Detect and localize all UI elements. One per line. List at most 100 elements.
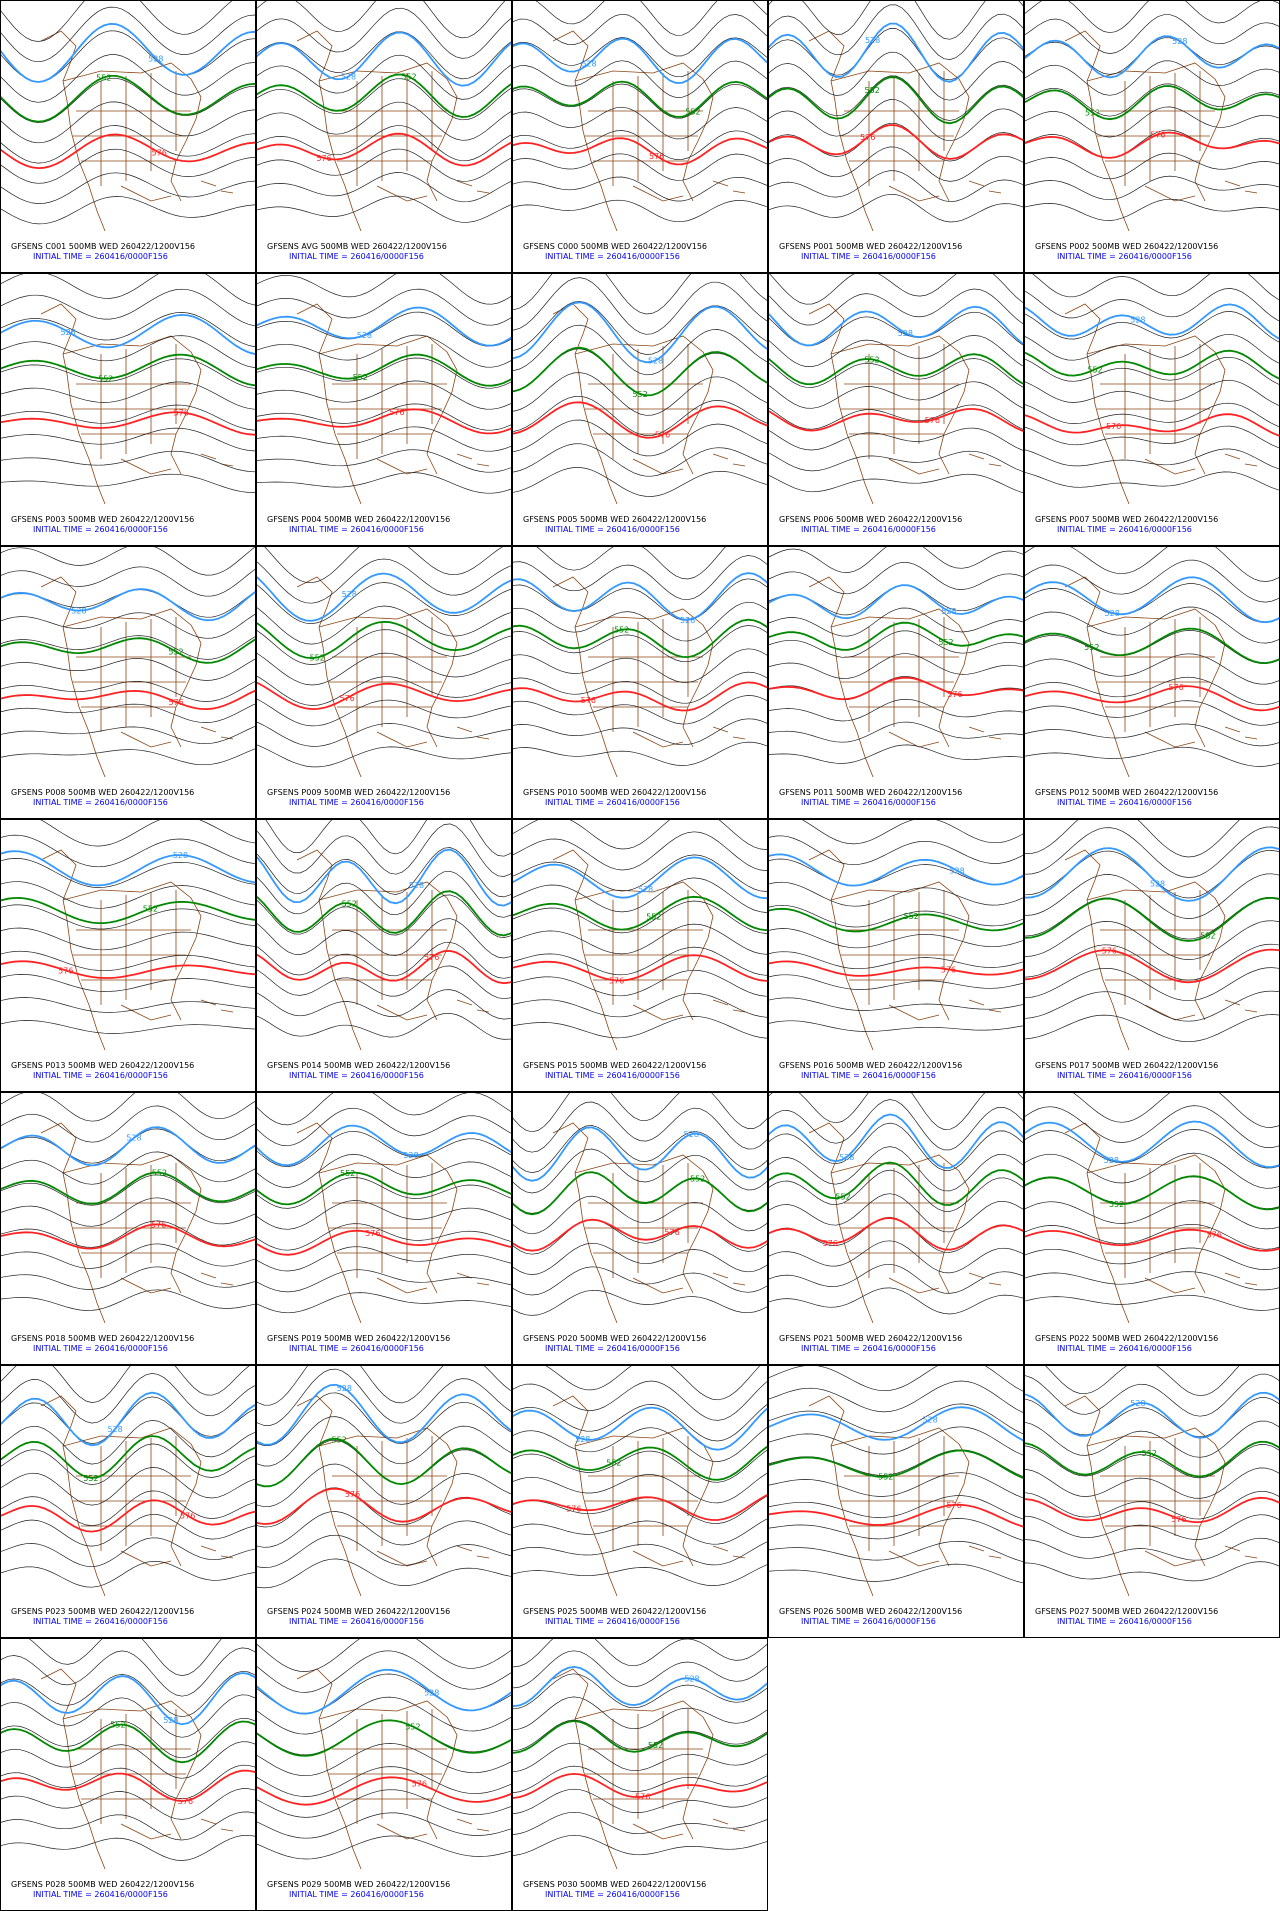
height-contour [257,918,511,959]
map: 528 552 576 GFSENS P002 500MB WED 260422/12… [1025,1,1279,272]
height-contour [1025,1200,1279,1230]
map: 528 552 576 GFSENS P022 500MB WED 260422/12… [1025,1093,1279,1364]
height-contour [1,1670,255,1718]
contour-label: 576 [1102,946,1117,955]
ensemble-panel: 528 552 576 GFSENS P003 500MB WED 260422/12… [0,273,256,546]
contour-label: 552 [646,912,661,921]
map: 528 552 576 GFSENS P014 500MB WED 260422/12… [257,820,511,1091]
key-contour [513,1665,767,1708]
height-contour [257,894,511,938]
map-area: 528 552 576 [257,820,511,1051]
height-contour [1025,471,1279,491]
height-contour [257,1,506,39]
key-contour [769,76,1023,125]
height-contour [1025,826,1279,878]
height-contour [513,625,767,663]
map: 528 552 576 GFSENS P026 500MB WED 260422/12… [769,1366,1023,1637]
land-outline [296,30,490,232]
height-contour [1025,547,1279,582]
height-contour [1025,356,1279,385]
height-contour [513,419,767,457]
contour-label: 528 [173,851,188,860]
panel-title: GFSENS P026 500MB WED 260422/1200V156 [779,1607,962,1616]
land-outline [296,576,490,778]
height-contour [257,1269,511,1293]
map-mask [769,1598,1023,1637]
key-contour [513,1218,767,1252]
height-contour [1025,311,1279,343]
height-contour [513,1195,767,1235]
contour-label: 552 [865,86,880,95]
panel-title: GFSENS P022 500MB WED 260422/1200V156 [1035,1334,1218,1343]
contour-label: 552 [648,1741,663,1750]
height-contour [1025,653,1279,685]
height-contour [513,1834,767,1856]
height-contour [769,1122,1023,1171]
key-contour [1025,1496,1279,1523]
map: 528 552 576 GFSENS P030 500MB WED 260422/12… [513,1639,767,1910]
contour-label: 552 [96,73,111,82]
map: 528 552 576 GFSENS P021 500MB WED 260422/12… [769,1093,1023,1364]
height-contour [257,675,511,706]
key-contour [1,960,255,979]
panel-init-time: INITIAL TIME = 260416/0000F156 [33,1617,168,1626]
height-contour [513,1639,767,1668]
height-contour [769,1403,1023,1435]
map-area: 528 552 576 [1,274,255,505]
panel-title: GFSENS P003 500MB WED 260422/1200V156 [11,515,194,524]
height-contour [513,923,767,955]
contour-label: 576 [946,1501,961,1510]
key-contour [769,1503,1023,1528]
height-contour [1,904,255,930]
height-contour [769,744,1023,764]
height-contour [1,547,255,576]
ensemble-panel: 528 552 576 GFSENS P001 500MB WED 260422/12… [768,0,1024,273]
height-contour [257,125,511,162]
key-contour [1025,85,1279,121]
height-contour [1,927,255,951]
contour-label: 552 [606,1458,621,1467]
land-outline [808,576,1002,778]
key-contour [1025,896,1279,942]
map-area: 528 552 576 [1,547,255,778]
ensemble-panel: 528 552 576 GFSENS P005 500MB WED 260422/12… [512,273,768,546]
height-contour [1,125,255,164]
height-contour [1,1174,255,1206]
height-contour [769,170,1023,203]
height-contour [513,601,767,642]
panel-title: GFSENS C001 500MB WED 260422/1200V156 [11,242,195,251]
contour-label: 576 [316,154,331,163]
panel-title: GFSENS C000 500MB WED 260422/1200V156 [523,242,707,251]
height-contour [1,1513,255,1547]
key-contour [257,1668,511,1715]
height-contour [769,99,1023,142]
key-contour [257,620,511,660]
contour-label: 552 [310,654,325,663]
ensemble-panel: 528 552 576 GFSENS P026 500MB WED 260422/12… [768,1365,1024,1638]
land-outline [808,30,1002,232]
map-area: 528 552 576 [257,1093,511,1324]
height-contour [1,1151,255,1185]
key-contour [513,37,767,84]
height-contour [257,1534,511,1568]
height-contour [265,820,511,857]
height-contour [1025,746,1279,767]
height-contour [1025,1444,1279,1479]
key-contour [769,22,1023,83]
height-contour [1,1490,255,1526]
height-contour [1,427,255,452]
height-contour [513,578,767,621]
height-contour [257,1673,511,1714]
height-contour [1025,402,1279,427]
map-area: 528 552 576 [513,1639,767,1870]
height-contour [257,311,511,347]
height-contour [769,547,1023,573]
key-contour [769,124,1023,160]
panel-init-time: INITIAL TIME = 260416/0000F156 [289,252,424,261]
key-contour [513,80,767,118]
map-mask [769,1325,1023,1364]
map: 528 552 576 GFSENS P020 500MB WED 260422/12… [513,1093,767,1364]
panel-init-time: INITIAL TIME = 260416/0000F156 [801,798,936,807]
height-contour [769,858,1023,886]
height-contour [1,1243,255,1269]
